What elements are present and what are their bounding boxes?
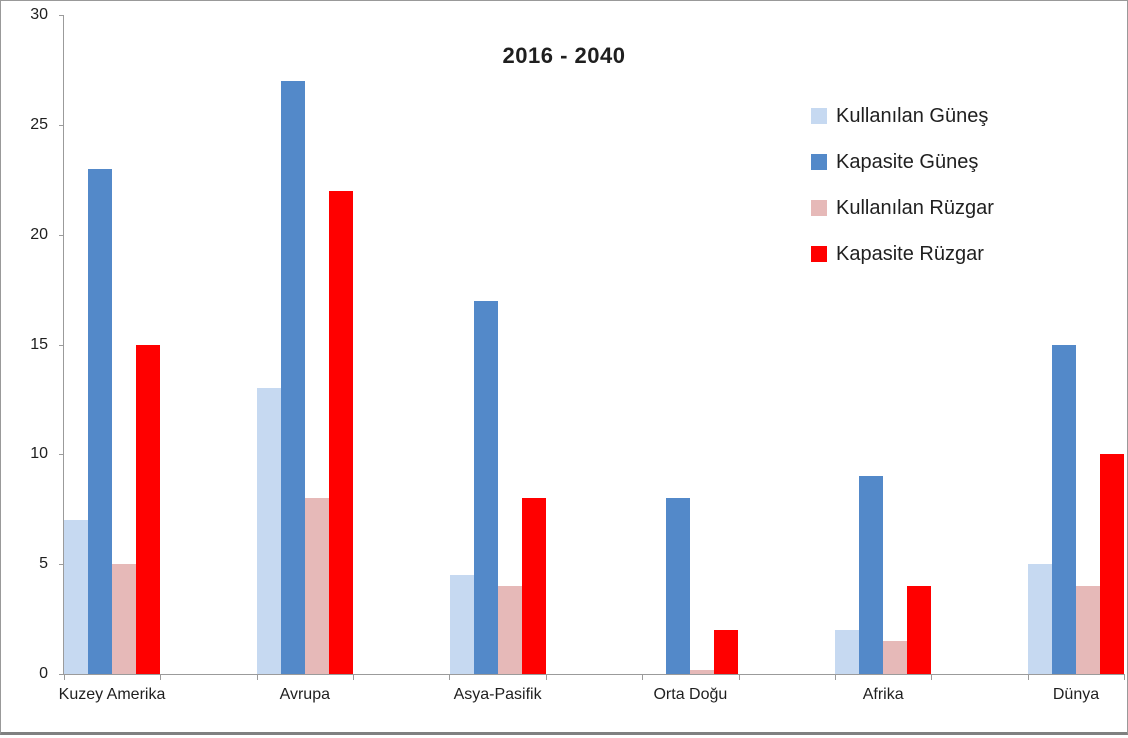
x-axis-category-label: Dünya bbox=[1052, 686, 1100, 703]
legend-label: Kapasite Güneş bbox=[836, 150, 979, 173]
bar-group bbox=[64, 15, 160, 674]
legend-swatch bbox=[811, 108, 827, 124]
chart-title: 2016 - 2040 bbox=[502, 43, 626, 68]
bar-group bbox=[449, 15, 546, 674]
legend-item: Kullanılan Rüzgar bbox=[811, 193, 994, 223]
x-axis-category-label: Avrupa bbox=[279, 686, 330, 703]
bar bbox=[1027, 564, 1052, 674]
y-axis-tick-label: 25 bbox=[30, 115, 48, 133]
y-axis-tick-label: 10 bbox=[30, 445, 48, 463]
bar-group bbox=[1027, 15, 1124, 674]
plot-area: Kuzey Amerika Avrupa Asya-Pasifik Orta Doğu… bbox=[30, 6, 1125, 703]
bar bbox=[112, 564, 136, 674]
bar bbox=[280, 80, 305, 674]
y-axis-tick bbox=[59, 234, 64, 236]
x-axis-tick bbox=[931, 674, 933, 680]
x-axis-tick bbox=[1027, 674, 1029, 680]
x-axis-category-label: Orta Doğu bbox=[653, 686, 728, 703]
bar bbox=[1075, 586, 1100, 674]
legend-label: Kullanılan Güneş bbox=[836, 104, 989, 127]
bar bbox=[497, 586, 522, 674]
bar-group bbox=[256, 15, 353, 674]
bar bbox=[449, 575, 474, 674]
y-axis-tick-label: 0 bbox=[39, 665, 48, 682]
bar bbox=[666, 498, 691, 674]
bar bbox=[1051, 344, 1076, 674]
legend-item: Kapasite Rüzgar bbox=[811, 239, 994, 269]
x-axis-tick bbox=[449, 674, 451, 680]
bar bbox=[473, 300, 498, 674]
legend-item: Kullanılan Güneş bbox=[811, 101, 994, 131]
bar-group bbox=[835, 15, 932, 674]
y-axis-tick bbox=[59, 344, 64, 346]
legend-swatch bbox=[811, 200, 827, 216]
x-axis-tick bbox=[738, 674, 740, 680]
bar bbox=[714, 630, 739, 674]
y-axis-tick bbox=[59, 674, 64, 675]
legend-label: Kapasite Rüzgar bbox=[836, 242, 984, 265]
bar bbox=[521, 498, 546, 674]
y-axis-tick bbox=[59, 15, 64, 16]
y-axis-tick-label: 5 bbox=[39, 555, 48, 573]
bar bbox=[859, 476, 884, 674]
bar bbox=[1099, 454, 1124, 674]
x-axis-tick bbox=[642, 674, 644, 680]
bar bbox=[88, 168, 112, 674]
bar bbox=[835, 630, 860, 674]
y-axis-tick-label: 30 bbox=[30, 6, 48, 23]
legend-swatch bbox=[811, 246, 827, 262]
x-axis-tick bbox=[353, 674, 355, 680]
x-axis-tick bbox=[545, 674, 547, 680]
legend-label: Kullanılan Rüzgar bbox=[836, 196, 994, 219]
y-axis-tick-label: 15 bbox=[30, 335, 48, 353]
bar bbox=[304, 498, 329, 674]
x-axis-category-label: Afrika bbox=[862, 686, 904, 703]
x-axis-tick bbox=[256, 674, 258, 680]
x-axis-category-label: Kuzey Amerika bbox=[58, 686, 166, 703]
x-axis-tick bbox=[834, 674, 836, 680]
x-axis-tick bbox=[1124, 674, 1125, 680]
bar bbox=[883, 641, 908, 674]
y-axis-tick-label: 20 bbox=[30, 225, 48, 243]
x-axis-tick bbox=[160, 674, 162, 680]
bar-group bbox=[642, 15, 739, 674]
x-axis-tick bbox=[64, 674, 65, 680]
bar bbox=[64, 520, 88, 674]
y-axis-tick bbox=[59, 454, 64, 456]
legend: Kullanılan Güneş Kapasite Güneş Kullanılan… bbox=[811, 101, 994, 285]
y-axis-tick bbox=[59, 124, 64, 126]
bar bbox=[328, 190, 353, 674]
legend-item: Kapasite Güneş bbox=[811, 147, 994, 177]
bar bbox=[136, 344, 160, 674]
bars-container bbox=[64, 15, 1124, 674]
bar bbox=[256, 388, 281, 674]
x-axis-category-labels: Kuzey Amerika Avrupa Asya-Pasifik Orta Doğu… bbox=[58, 686, 1124, 704]
x-axis-category-label: Asya-Pasifik bbox=[453, 686, 542, 703]
bar bbox=[907, 586, 932, 674]
y-axis-tick bbox=[59, 564, 64, 566]
legend-swatch bbox=[811, 154, 827, 170]
bar bbox=[690, 669, 715, 674]
